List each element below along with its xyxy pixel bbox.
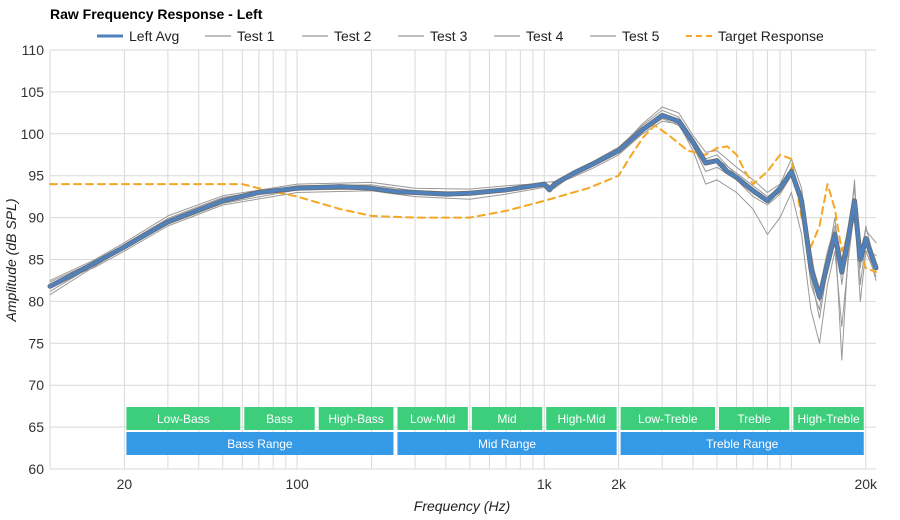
band-label: Bass Range bbox=[227, 437, 293, 451]
x-tick-label: 20 bbox=[117, 476, 133, 492]
band-top bbox=[793, 407, 864, 430]
band-bottom bbox=[126, 432, 394, 455]
band-bottom bbox=[397, 432, 617, 455]
band-top bbox=[318, 407, 394, 430]
band-label: High-Treble bbox=[797, 412, 860, 426]
band-top bbox=[546, 407, 617, 430]
legend-label: Target Response bbox=[718, 28, 824, 44]
band-label: Low-Bass bbox=[157, 412, 210, 426]
series-line-test-5 bbox=[49, 113, 877, 361]
band-label: Mid Range bbox=[478, 437, 536, 451]
y-tick-label: 90 bbox=[28, 210, 44, 226]
band-label: Bass bbox=[266, 412, 293, 426]
series-line-left-avg-outline bbox=[47, 112, 879, 300]
series-line-left-avg bbox=[48, 113, 878, 299]
x-tick-label: 1k bbox=[537, 476, 553, 492]
y-tick-label: 110 bbox=[22, 42, 45, 58]
band-label: Low-Treble bbox=[638, 412, 698, 426]
y-tick-label: 80 bbox=[28, 293, 44, 309]
band-top bbox=[620, 407, 715, 430]
band-label: High-Mid bbox=[557, 412, 605, 426]
legend-label: Test 2 bbox=[334, 28, 372, 44]
series-line-target-response bbox=[49, 124, 877, 274]
y-axis-label: Amplitude (dB SPL) bbox=[3, 199, 19, 323]
band-label: Treble Range bbox=[706, 437, 779, 451]
band-bottom bbox=[620, 432, 864, 455]
band-top bbox=[718, 407, 790, 430]
y-tick-label: 60 bbox=[28, 461, 44, 477]
band-top bbox=[244, 407, 315, 430]
legend-label: Test 4 bbox=[526, 28, 564, 44]
y-tick-label: 95 bbox=[28, 168, 44, 184]
range-bands: Low-Bass Bass High-Bass Low-Mid Mid High-Mid L… bbox=[126, 407, 864, 455]
x-tick-label: 100 bbox=[285, 476, 309, 492]
band-top bbox=[471, 407, 543, 430]
y-tick-label: 70 bbox=[28, 377, 44, 393]
band-top bbox=[397, 407, 468, 430]
y-tick-label: 75 bbox=[28, 335, 44, 351]
x-axis-label: Frequency (Hz) bbox=[414, 498, 510, 514]
series-line-test-1 bbox=[49, 109, 877, 311]
legend-label: Test 1 bbox=[237, 28, 275, 44]
x-tick-label: 2k bbox=[611, 476, 627, 492]
y-axis-ticks: 60 65 70 75 80 85 90 95 100 105 110 bbox=[21, 42, 45, 477]
y-tick-label: 65 bbox=[28, 419, 44, 435]
x-axis-ticks: 20 100 1k 2k 20k bbox=[117, 476, 878, 492]
legend-label: Test 5 bbox=[622, 28, 660, 44]
grid bbox=[49, 49, 876, 470]
band-label: Treble bbox=[737, 412, 771, 426]
x-tick-label: 20k bbox=[854, 476, 878, 492]
legend-label: Left Avg bbox=[129, 28, 179, 44]
series-line-test-2 bbox=[49, 118, 877, 302]
band-label: Mid bbox=[497, 412, 516, 426]
legend: Left Avg Test 1 Test 2 Test 3 Test 4 Test 5 Ta… bbox=[97, 28, 824, 44]
chart-title: Raw Frequency Response - Left bbox=[50, 6, 263, 22]
series-line-test-4 bbox=[49, 106, 877, 290]
band-label: Low-Mid bbox=[410, 412, 455, 426]
y-tick-label: 105 bbox=[21, 84, 45, 100]
y-tick-label: 85 bbox=[28, 252, 44, 268]
band-top bbox=[126, 407, 241, 430]
band-label: High-Bass bbox=[328, 412, 383, 426]
legend-label: Test 3 bbox=[430, 28, 468, 44]
series-lines bbox=[47, 106, 879, 361]
y-tick-label: 100 bbox=[21, 126, 45, 142]
series-line-test-3 bbox=[49, 120, 877, 344]
